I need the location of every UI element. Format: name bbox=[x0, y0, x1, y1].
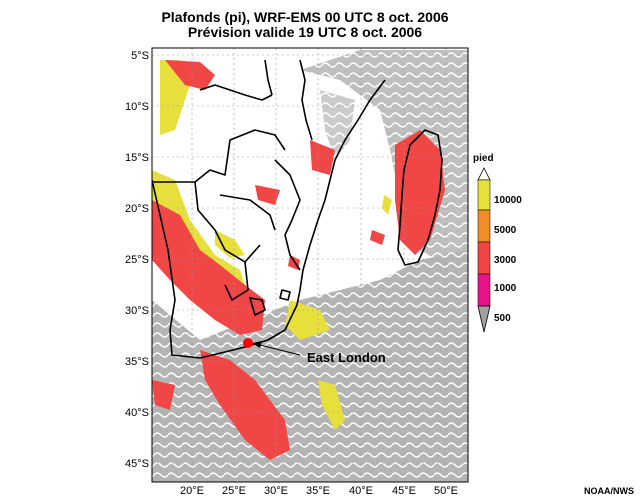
legend-bottom-arrow-icon bbox=[477, 305, 491, 333]
lat-label: 30°S bbox=[125, 305, 149, 317]
legend-swatch-5000 bbox=[477, 209, 491, 243]
lat-label: 25°S bbox=[125, 254, 149, 266]
legend-swatch-1000 bbox=[477, 273, 491, 307]
lat-label: 35°S bbox=[125, 356, 149, 368]
lat-label: 10°S bbox=[125, 101, 149, 113]
legend-label: 3000 bbox=[494, 255, 517, 266]
lat-label: 40°S bbox=[125, 407, 149, 419]
legend-swatch-10000 bbox=[477, 179, 491, 211]
map-title-line-1: Plafonds (pi), WRF-EMS 00 UTC 8 oct. 200… bbox=[161, 9, 449, 25]
legend-label: 500 bbox=[494, 313, 511, 324]
map-title-line-2: Prévision valide 19 UTC 8 oct. 2006 bbox=[187, 24, 423, 40]
east-london-annotation: East London bbox=[243, 338, 386, 365]
lon-label: 45°E bbox=[392, 485, 416, 497]
lat-label: 15°S bbox=[125, 152, 149, 164]
legend-swatch-3000 bbox=[477, 241, 491, 275]
graticule bbox=[152, 48, 468, 482]
lon-label: 20°E bbox=[180, 485, 204, 497]
ceiling-red-areas bbox=[152, 60, 445, 460]
lat-label: 20°S bbox=[125, 203, 149, 215]
lon-label: 40°E bbox=[349, 485, 373, 497]
longitude-labels: 20°E 25°E 30°E 35°E 40°E 45°E 50°E bbox=[180, 485, 458, 497]
lon-label: 25°E bbox=[222, 485, 246, 497]
lon-label: 30°E bbox=[264, 485, 288, 497]
map-border bbox=[151, 47, 469, 483]
credit-text: NOAA/NWS bbox=[584, 486, 634, 496]
latitude-labels: 5°S 10°S 15°S 20°S 25°S 30°S 35°S 40°S 4… bbox=[125, 50, 149, 470]
lat-label: 45°S bbox=[125, 458, 149, 470]
legend-label: 1000 bbox=[494, 283, 517, 294]
legend-top-arrow-icon bbox=[477, 167, 491, 181]
location-marker-icon bbox=[243, 338, 253, 348]
coastline-and-borders bbox=[152, 59, 443, 359]
legend-label: 5000 bbox=[494, 225, 517, 236]
arrow-head-icon bbox=[252, 341, 262, 348]
lat-label: 5°S bbox=[131, 50, 149, 62]
ceiling-legend: pied 10000 5000 3000 1000 500 bbox=[473, 153, 522, 333]
lon-label: 50°E bbox=[434, 485, 458, 497]
lon-label: 35°E bbox=[306, 485, 330, 497]
legend-unit-label: pied bbox=[473, 153, 494, 164]
east-london-label: East London bbox=[307, 350, 386, 365]
legend-label: 10000 bbox=[494, 195, 522, 206]
